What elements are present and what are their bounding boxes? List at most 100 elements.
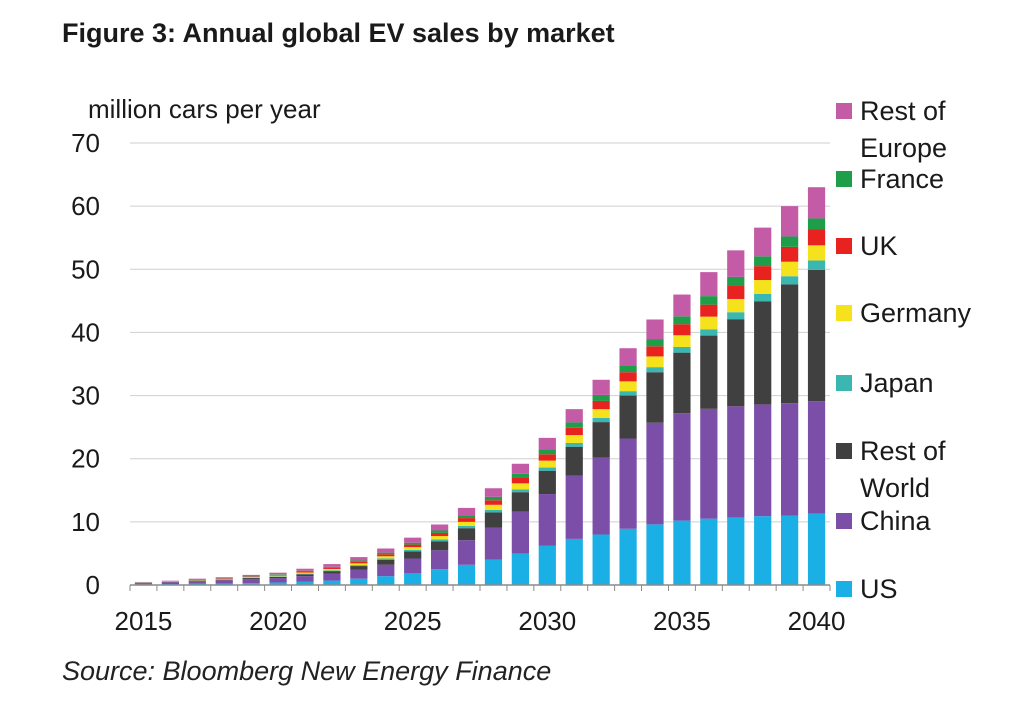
bar-segment bbox=[646, 524, 664, 585]
bar-segment bbox=[673, 324, 691, 336]
bar-segment bbox=[511, 477, 529, 484]
legend-swatch bbox=[836, 238, 852, 254]
bar-segment bbox=[700, 335, 718, 409]
x-tick-label: 2020 bbox=[249, 606, 307, 636]
bar-segment bbox=[673, 316, 691, 325]
bar-segment bbox=[673, 520, 691, 585]
legend-label: Rest of bbox=[860, 436, 946, 466]
legend-label: Rest of bbox=[860, 96, 946, 126]
bar-segment bbox=[807, 513, 826, 585]
bar-segment bbox=[700, 304, 718, 317]
y-tick-label: 50 bbox=[71, 254, 100, 284]
y-tick-label: 40 bbox=[71, 317, 100, 347]
legend-label: UK bbox=[860, 231, 898, 261]
bar-segment bbox=[673, 294, 691, 317]
source-note: Source: Bloomberg New Energy Finance bbox=[62, 656, 552, 686]
legend-swatch bbox=[836, 513, 852, 529]
bar-segment bbox=[134, 583, 153, 585]
bar-segment bbox=[215, 580, 233, 584]
bar-segment bbox=[269, 574, 287, 575]
x-tick-label: 2025 bbox=[384, 606, 442, 636]
bar-segment bbox=[619, 395, 637, 439]
bar-segment bbox=[323, 568, 341, 571]
bar-segment bbox=[323, 571, 341, 574]
bars bbox=[134, 187, 826, 585]
bar-segment bbox=[538, 454, 556, 461]
bar-segment bbox=[592, 534, 610, 585]
bar-segment bbox=[377, 554, 395, 557]
bar-segment bbox=[484, 496, 503, 501]
bar-segment bbox=[215, 583, 233, 585]
bar-segment bbox=[431, 530, 449, 533]
bar-segment bbox=[646, 422, 664, 525]
bar-segment bbox=[404, 551, 422, 559]
y-axis-label: million cars per year bbox=[88, 94, 321, 124]
y-tick-label: 0 bbox=[86, 570, 100, 600]
bar-segment bbox=[377, 559, 395, 565]
bar-segment bbox=[781, 403, 799, 516]
bar-segment bbox=[646, 367, 664, 373]
x-tick-label: 2035 bbox=[653, 606, 711, 636]
bar-segment bbox=[565, 435, 583, 443]
bar-segment bbox=[269, 578, 287, 583]
bar-segment bbox=[511, 463, 529, 474]
bar-segment bbox=[511, 489, 529, 493]
bar-segment bbox=[242, 579, 260, 584]
bar-segment bbox=[323, 573, 341, 581]
bar-segment bbox=[700, 272, 718, 297]
bar-segment bbox=[404, 542, 422, 545]
bar-segment bbox=[269, 576, 287, 579]
bar-segment bbox=[646, 339, 664, 347]
bar-segment bbox=[484, 559, 503, 585]
bar-segment bbox=[457, 540, 476, 565]
bar-segment bbox=[484, 488, 503, 497]
bar-segment bbox=[161, 582, 179, 585]
legend-swatch bbox=[836, 375, 852, 391]
legend-swatch bbox=[836, 581, 852, 597]
bar-segment bbox=[646, 356, 664, 368]
bar-segment bbox=[404, 537, 422, 543]
bar-segment bbox=[700, 316, 718, 330]
bar-segment bbox=[431, 532, 449, 537]
bar-segment bbox=[592, 379, 610, 395]
bar-segment bbox=[700, 329, 718, 336]
bar-segment bbox=[511, 473, 529, 478]
bar-segment bbox=[619, 438, 637, 529]
bar-segment bbox=[431, 536, 449, 540]
legend-swatch bbox=[836, 305, 852, 321]
bar-segment bbox=[215, 579, 233, 581]
bar-segment bbox=[538, 449, 556, 455]
bar-segment bbox=[754, 227, 772, 257]
bar-segment bbox=[781, 206, 799, 237]
legend-label: Europe bbox=[860, 133, 947, 163]
bar-segment bbox=[807, 218, 826, 230]
y-tick-label: 30 bbox=[71, 381, 100, 411]
bar-segment bbox=[296, 568, 314, 571]
bar-segment bbox=[781, 276, 799, 285]
bar-segment bbox=[538, 470, 556, 495]
bar-segment bbox=[727, 406, 745, 518]
bar-segment bbox=[431, 524, 449, 531]
bar-segment bbox=[457, 515, 476, 519]
bar-segment bbox=[431, 569, 449, 585]
bar-segment bbox=[700, 518, 718, 585]
bar-segment bbox=[727, 286, 745, 299]
bar-segment bbox=[511, 483, 529, 490]
bar-segment bbox=[673, 413, 691, 521]
bar-segment bbox=[377, 558, 395, 560]
bar-segment bbox=[377, 556, 395, 559]
bar-segment bbox=[323, 580, 341, 585]
bar-segment bbox=[484, 504, 503, 510]
bar-segment bbox=[269, 575, 287, 577]
bar-segment bbox=[296, 574, 314, 577]
bar-segment bbox=[538, 437, 556, 450]
bar-segment bbox=[404, 573, 422, 585]
bar-segment bbox=[431, 550, 449, 570]
bar-segment bbox=[242, 577, 260, 578]
bar-segment bbox=[242, 578, 260, 580]
bar-segment bbox=[323, 567, 341, 569]
legend-label: Germany bbox=[860, 298, 972, 328]
y-tick-label: 60 bbox=[71, 191, 100, 221]
bar-segment bbox=[404, 558, 422, 574]
bar-segment bbox=[673, 346, 691, 353]
